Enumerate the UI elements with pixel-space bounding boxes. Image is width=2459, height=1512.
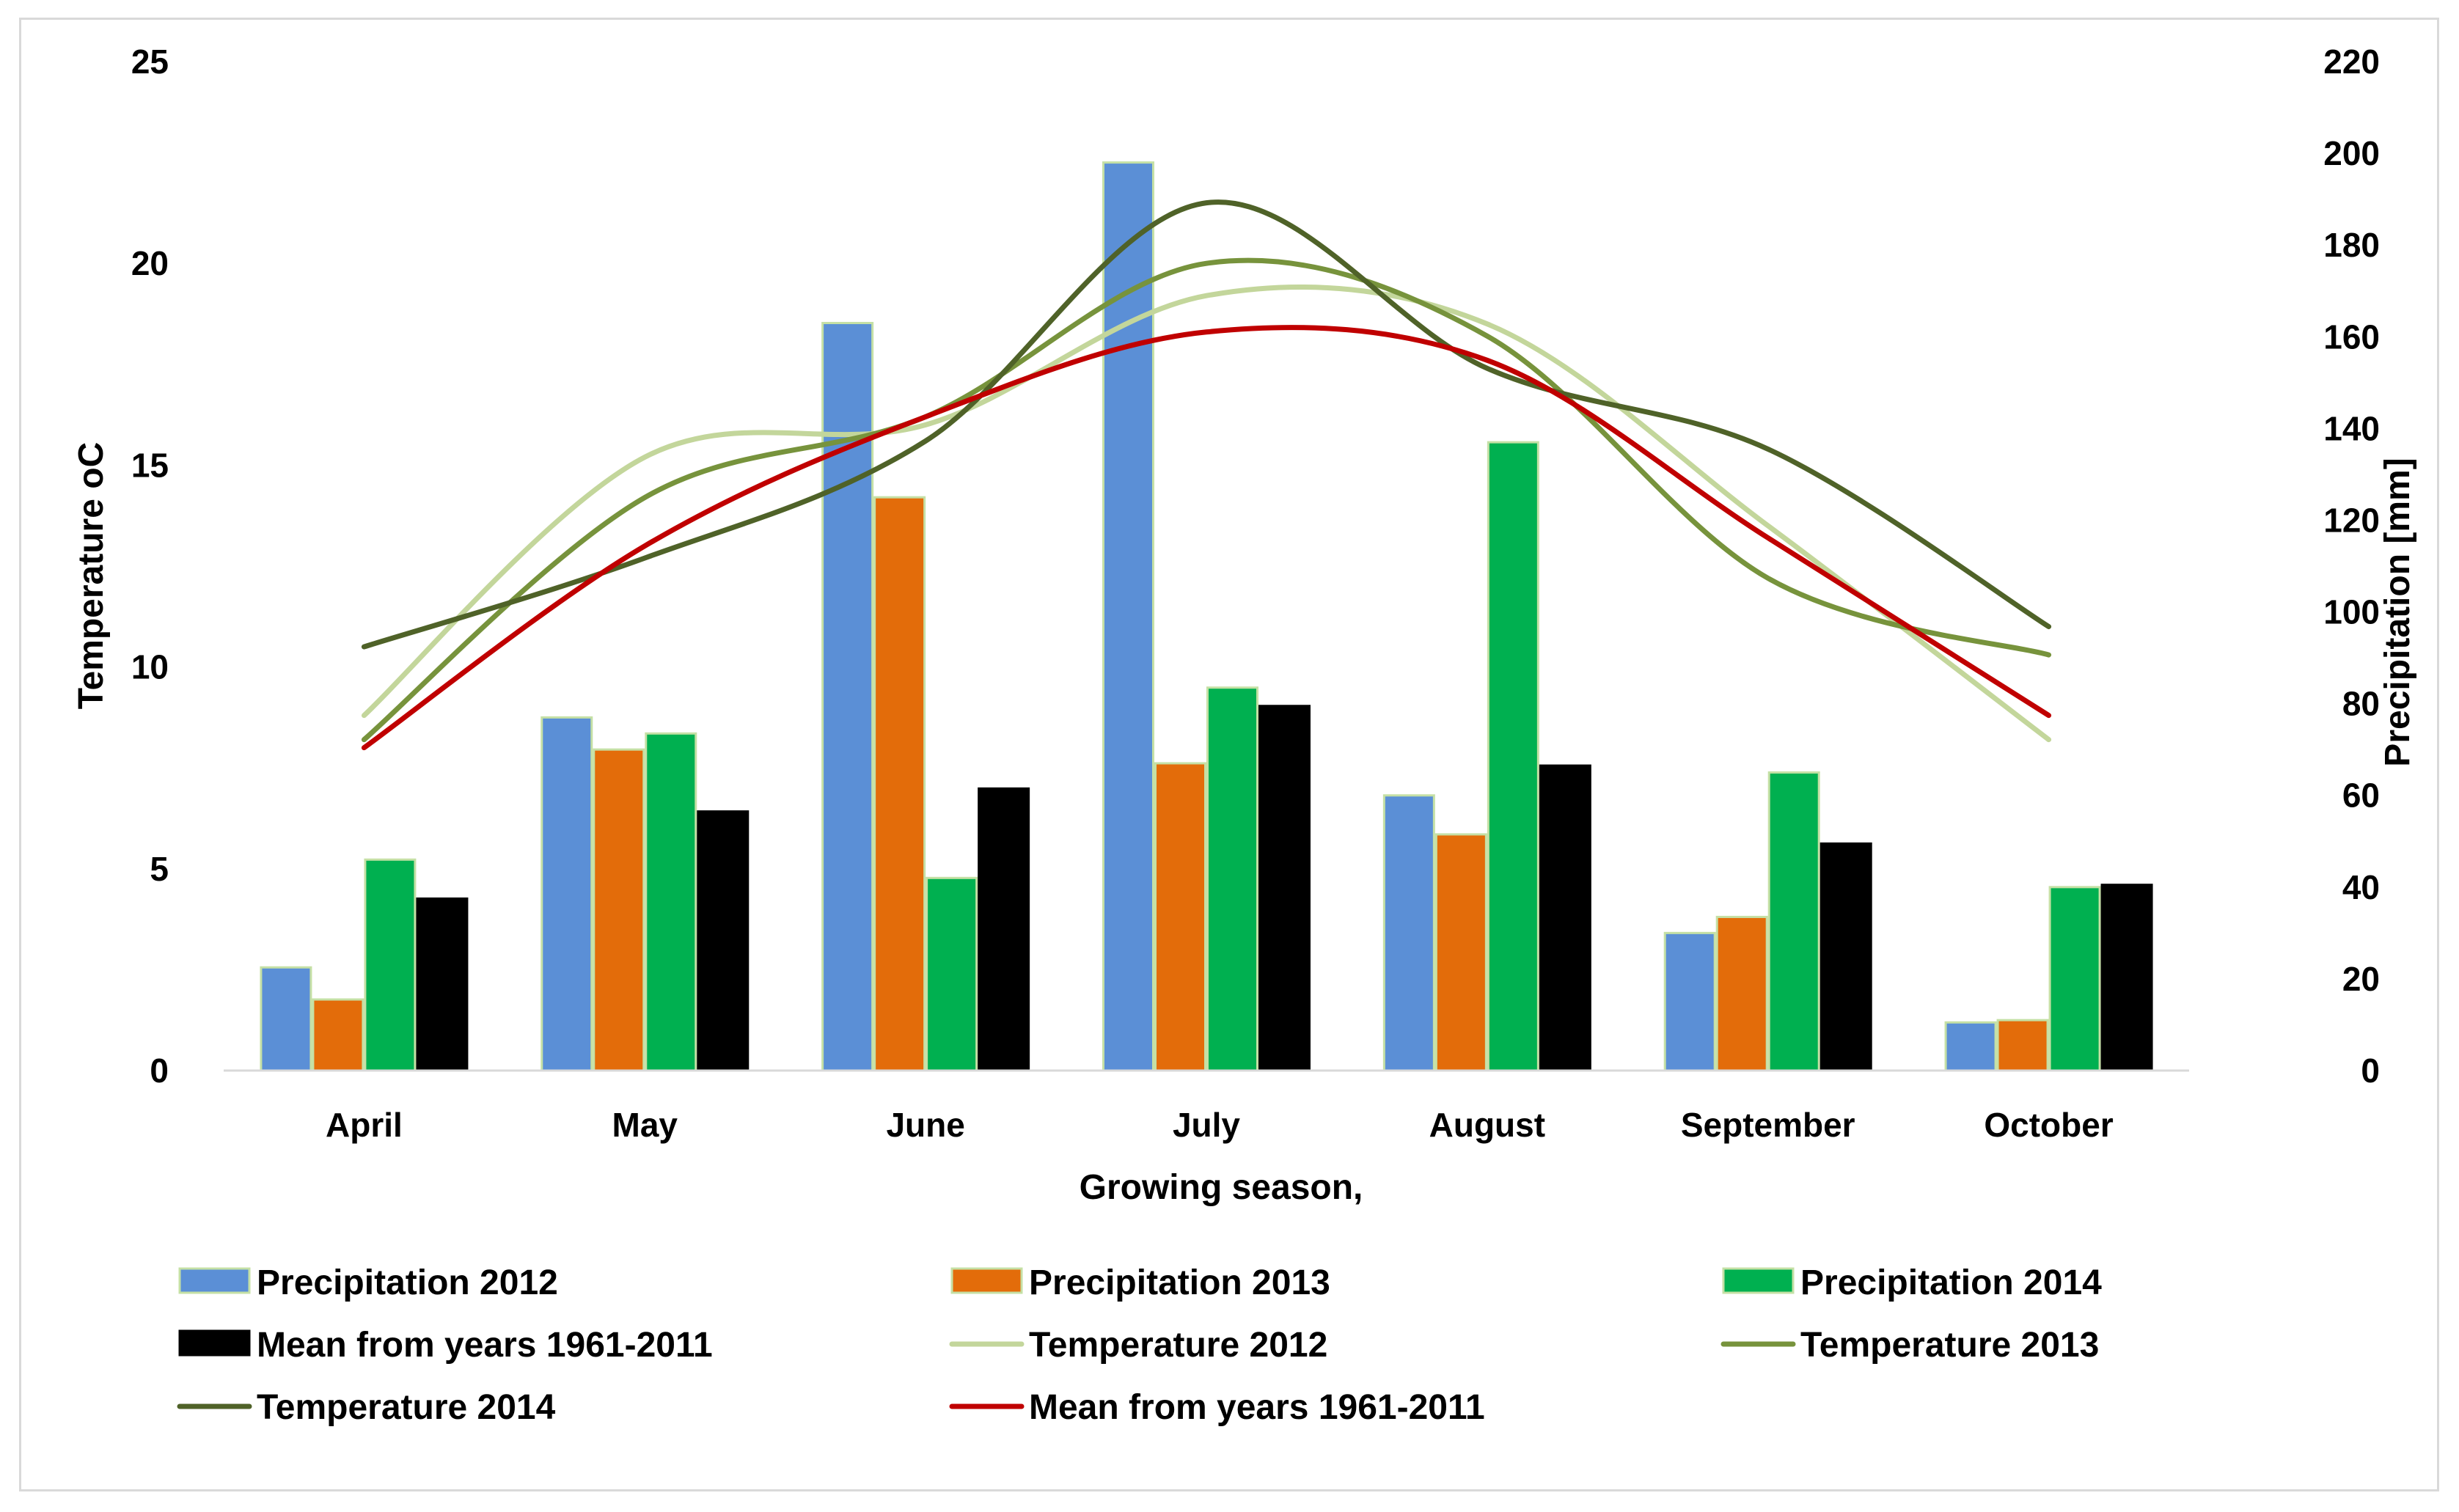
- left-tick-0: 0: [150, 1052, 169, 1090]
- left-axis-ticks: 0 5 10 15 20 25: [131, 43, 169, 1090]
- bar-precipitation-2012-august: [1382, 794, 1435, 1072]
- bar-mean-from-years-1961-2011-july: [1258, 705, 1311, 1072]
- bar-precipitation-2013-october: [1996, 1019, 2049, 1072]
- right-tick-180: 180: [2323, 226, 2380, 264]
- right-tick-200: 200: [2323, 134, 2380, 172]
- x-tick-september: September: [1681, 1106, 1855, 1144]
- bar-mean-from-years-1961-2011-august: [1539, 764, 1591, 1072]
- left-tick-15: 15: [131, 446, 169, 484]
- legend: Precipitation 2012 Precipitation 2013 Prec…: [177, 1263, 2102, 1427]
- bar-precipitation-2014-june: [926, 876, 978, 1072]
- right-tick-100: 100: [2323, 593, 2380, 631]
- right-tick-120: 120: [2323, 501, 2380, 539]
- bars-layer: [260, 161, 2153, 1072]
- x-tick-july: July: [1173, 1106, 1240, 1144]
- legend-key-mean-from-years-1961-2011-bar: [178, 1329, 251, 1357]
- bar-precipitation-2012-september: [1663, 931, 1716, 1072]
- legend-label-precipitation-2013-bar: Precipitation 2013: [1029, 1263, 1330, 1302]
- line-temperature-2013: [361, 257, 2052, 743]
- x-tick-june: June: [886, 1106, 964, 1144]
- legend-label-temperature-2012-line: Temperature 2012: [1029, 1326, 1327, 1365]
- right-tick-40: 40: [2342, 868, 2380, 906]
- x-tick-may: May: [612, 1106, 678, 1144]
- bar-precipitation-2014-october: [2048, 886, 2101, 1072]
- bar-mean-from-years-1961-2011-june: [978, 787, 1030, 1072]
- left-tick-10: 10: [131, 648, 169, 686]
- right-tick-60: 60: [2342, 777, 2380, 815]
- right-tick-160: 160: [2323, 318, 2380, 356]
- bar-precipitation-2013-april: [312, 998, 364, 1072]
- left-tick-20: 20: [131, 244, 169, 282]
- legend-label-temperature-2014-line: Temperature 2014: [257, 1388, 556, 1427]
- right-tick-20: 20: [2342, 960, 2380, 998]
- x-axis-ticks: April May June July August September October: [326, 1106, 2114, 1144]
- bar-mean-from-years-1961-2011-april: [416, 897, 469, 1072]
- bar-precipitation-2012-may: [540, 716, 593, 1072]
- right-tick-220: 220: [2323, 43, 2380, 81]
- bar-precipitation-2014-july: [1206, 686, 1258, 1072]
- bar-precipitation-2013-august: [1434, 833, 1487, 1072]
- left-axis-title: Temperature oC: [72, 442, 111, 710]
- legend-label-mean-from-years-1961-2011-line: Mean from years 1961-2011: [1029, 1388, 1485, 1427]
- legend-label-precipitation-2012-bar: Precipitation 2012: [257, 1263, 558, 1302]
- right-axis-title: Precipitation [mm]: [2378, 458, 2417, 766]
- legend-key-precipitation-2012-bar: [178, 1267, 251, 1294]
- legend-label-precipitation-2014-bar: Precipitation 2014: [1800, 1263, 2102, 1302]
- bar-precipitation-2013-june: [873, 496, 926, 1072]
- legend-label-temperature-2013-line: Temperature 2013: [1800, 1326, 2099, 1365]
- x-axis-title: Growing season,: [1080, 1168, 1363, 1207]
- x-tick-august: August: [1429, 1106, 1545, 1144]
- left-tick-5: 5: [150, 850, 169, 888]
- left-tick-25: 25: [131, 43, 169, 81]
- bar-precipitation-2014-september: [1767, 771, 1820, 1072]
- right-tick-140: 140: [2323, 409, 2380, 447]
- bar-precipitation-2012-october: [1944, 1021, 1997, 1072]
- bar-precipitation-2012-april: [260, 966, 312, 1072]
- bar-precipitation-2012-june: [821, 322, 874, 1072]
- line-mean-from-years-1961-2011: [361, 325, 2052, 751]
- x-tick-april: April: [326, 1106, 403, 1144]
- bar-precipitation-2014-april: [364, 858, 417, 1072]
- bar-precipitation-2013-may: [593, 748, 645, 1072]
- bar-mean-from-years-1961-2011-may: [697, 810, 750, 1072]
- bar-precipitation-2014-august: [1487, 441, 1539, 1072]
- right-tick-0: 0: [2361, 1052, 2380, 1090]
- line-temperature-2012: [361, 284, 2052, 743]
- right-tick-80: 80: [2342, 685, 2380, 723]
- bar-mean-from-years-1961-2011-september: [1819, 842, 1872, 1072]
- bar-precipitation-2013-september: [1715, 915, 1768, 1072]
- bar-precipitation-2013-july: [1154, 762, 1206, 1072]
- bar-precipitation-2014-may: [645, 732, 697, 1072]
- legend-key-precipitation-2013-bar: [950, 1267, 1023, 1294]
- right-axis-ticks: 0 20 40 60 80 100 120 140 160 180 200 220: [2323, 43, 2380, 1090]
- legend-label-mean-from-years-1961-2011-bar: Mean from years 1961-2011: [257, 1326, 713, 1365]
- bar-mean-from-years-1961-2011-october: [2100, 884, 2153, 1072]
- x-tick-october: October: [1984, 1106, 2113, 1144]
- line-temperature-2014: [361, 199, 2052, 650]
- lines-layer: [361, 199, 2052, 751]
- legend-key-precipitation-2014-bar: [1722, 1267, 1795, 1294]
